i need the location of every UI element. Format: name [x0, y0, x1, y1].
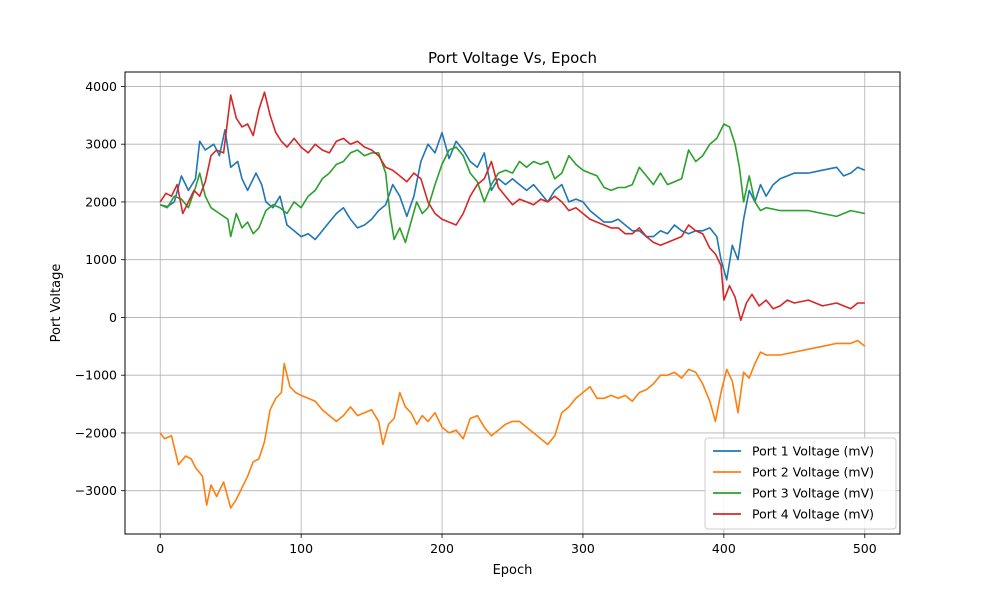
legend-label: Port 1 Voltage (mV)	[752, 444, 874, 459]
x-tick-label: 200	[430, 541, 454, 556]
x-tick-label: 100	[289, 541, 313, 556]
y-tick-label: −2000	[75, 425, 117, 440]
chart-title: Port Voltage Vs, Epoch	[428, 49, 597, 67]
series-line-port-4	[159, 91, 865, 322]
x-tick-label: 500	[853, 541, 877, 556]
y-tick-label: 3000	[85, 137, 117, 152]
x-tick-label: 400	[712, 541, 736, 556]
y-axis-ticks: −3000 −2000 −1000 0 1000 2000 3000 4000	[75, 79, 125, 498]
x-axis-label: Epoch	[493, 563, 533, 578]
series-line-port-2	[159, 339, 866, 509]
plot-frame	[124, 71, 901, 535]
legend-label: Port 4 Voltage (mV)	[752, 507, 874, 522]
legend-label: Port 2 Voltage (mV)	[752, 465, 874, 480]
series-line-port-1	[160, 129, 866, 281]
series-lines	[159, 91, 866, 509]
legend-box	[704, 437, 897, 530]
y-axis-label: Port Voltage	[49, 264, 64, 343]
y-tick-label: −3000	[75, 483, 117, 498]
y-tick-label: 2000	[85, 194, 117, 209]
legend-label: Port 3 Voltage (mV)	[752, 486, 874, 501]
x-tick-label: 300	[571, 541, 595, 556]
y-tick-label: −1000	[75, 368, 117, 383]
y-tick-label: 0	[109, 310, 117, 325]
y-tick-label: 4000	[85, 79, 117, 94]
grid	[125, 72, 900, 534]
x-tick-label: 0	[156, 541, 164, 556]
x-axis-ticks: 0 100 200 300 400 500	[156, 534, 877, 556]
legend: Port 1 Voltage (mV) Port 2 Voltage (mV) Po…	[704, 437, 897, 530]
y-tick-label: 1000	[85, 252, 117, 267]
series-line-port-3	[159, 123, 865, 244]
